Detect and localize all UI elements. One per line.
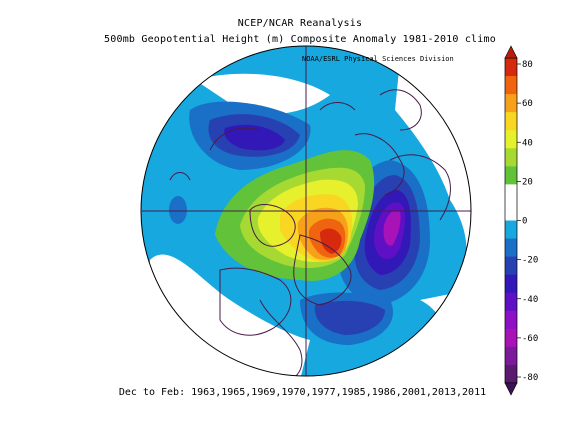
map-boundary xyxy=(140,45,472,377)
title-line-1: NCEP/NCAR Reanalysis xyxy=(237,18,363,29)
colorbar-swatch xyxy=(505,58,517,77)
colorbar-tick-label: -60 xyxy=(522,334,538,344)
colorbar-swatch xyxy=(505,148,517,167)
colorbar-tick-label: -80 xyxy=(522,373,538,383)
anomaly-south-negative-inner xyxy=(314,300,385,335)
coast-arctic-islands xyxy=(319,102,356,111)
anomaly-near-zero-north xyxy=(195,73,330,115)
colorbar-swatch xyxy=(505,166,517,185)
anomaly-positive-core xyxy=(320,228,342,254)
colorbar-swatch xyxy=(505,112,517,131)
colorbar-swatches xyxy=(504,45,518,396)
colorbar-swatch xyxy=(505,238,517,258)
coast-russia xyxy=(389,154,451,221)
colorbar-swatch xyxy=(505,310,517,330)
colorbar-tick-label: 80 xyxy=(522,60,533,70)
colorbar-swatch xyxy=(505,292,517,312)
colorbar-swatch xyxy=(505,256,517,276)
colorbar-swatch xyxy=(505,184,517,203)
anomaly-small-negative-left xyxy=(169,196,187,224)
colorbar-swatch xyxy=(505,346,517,366)
colorbar-swatch xyxy=(505,130,517,149)
anomaly-west-negative-inner xyxy=(224,124,285,151)
coast-north-america xyxy=(219,267,292,336)
colorbar-swatch xyxy=(505,202,517,221)
coast-siberia xyxy=(379,89,422,131)
colorbar-top-arrow xyxy=(504,45,518,59)
colorbar-swatch xyxy=(505,328,517,348)
footer-caption: Dec to Feb: 1963,1965,1969,1970,1977,198… xyxy=(118,387,487,398)
colorbar-tick-label: -40 xyxy=(522,295,538,305)
colorbar-swatch xyxy=(505,94,517,113)
coastlines xyxy=(169,89,451,376)
colorbar-bottom-arrow xyxy=(504,382,518,396)
colorbar-ticks xyxy=(517,63,521,378)
colorbar-tick-label: 20 xyxy=(522,177,533,187)
title-line-2: 500mb Geopotential Height (m) Composite … xyxy=(104,34,496,45)
colorbar-tick-label: 40 xyxy=(522,138,533,148)
colorbar-tick-label: 60 xyxy=(522,99,533,109)
coast-greenland xyxy=(249,204,296,247)
colorbar-labels: 80 60 40 20 0 -20 -40 -60 -80 xyxy=(522,60,538,383)
colorbar-swatch xyxy=(505,76,517,95)
colorbar-tick-label: 0 xyxy=(522,217,527,227)
colorbar-tick-label: -20 xyxy=(522,256,538,266)
colorbar-swatch xyxy=(505,220,517,240)
coast-aleutians xyxy=(169,172,191,181)
colorbar-swatch xyxy=(505,274,517,294)
anomaly-east-negative-core xyxy=(383,210,401,246)
coast-hudson-bay xyxy=(293,234,352,306)
colorbar-swatch xyxy=(505,364,517,384)
coast-alaska xyxy=(209,127,261,151)
coast-east-us xyxy=(259,299,303,376)
credit-text: NOAA/ESRL Physical Sciences Division xyxy=(302,55,454,63)
coast-scandinavia xyxy=(354,133,405,196)
